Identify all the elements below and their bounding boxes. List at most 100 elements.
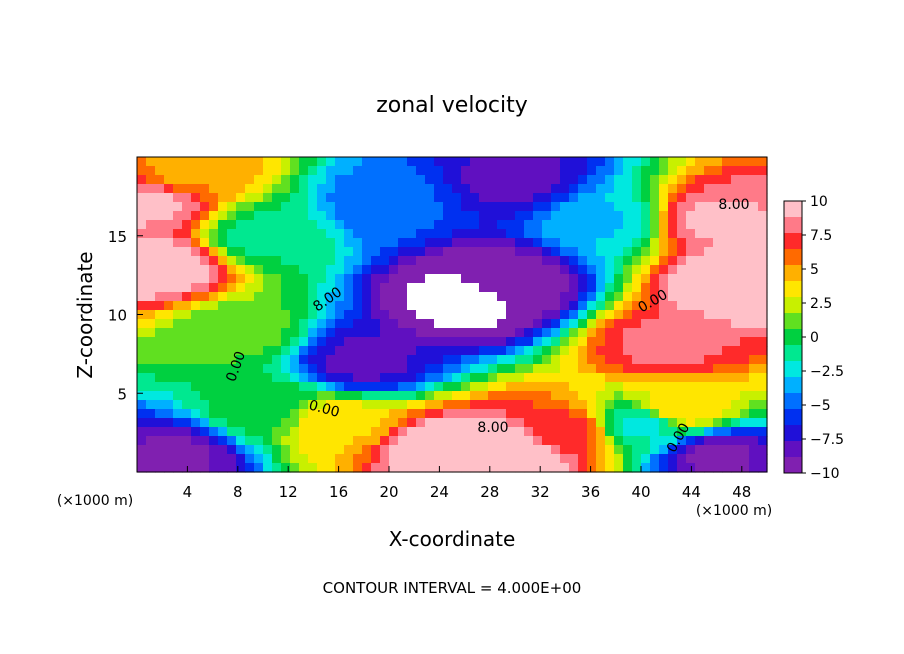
heatmap-cell	[182, 337, 192, 347]
heatmap-cell	[731, 454, 741, 464]
heatmap-cell	[335, 310, 345, 320]
heatmap-cell	[488, 463, 498, 473]
heatmap-cell	[299, 202, 309, 212]
heatmap-cell	[218, 319, 228, 329]
heatmap-cell	[182, 373, 192, 383]
heatmap-cell	[290, 238, 300, 248]
heatmap-cell	[614, 373, 624, 383]
heatmap-cell	[434, 166, 444, 176]
heatmap-cell	[578, 202, 588, 212]
heatmap-cell	[749, 454, 759, 464]
heatmap-cell	[470, 292, 480, 302]
heatmap-cell	[182, 355, 192, 365]
heatmap-field	[137, 157, 768, 473]
heatmap-cell	[452, 211, 462, 221]
heatmap-cell	[263, 256, 273, 266]
heatmap-cell	[749, 328, 759, 338]
heatmap-cell	[308, 256, 318, 266]
heatmap-cell	[308, 184, 318, 194]
heatmap-cell	[209, 409, 219, 419]
colorbar-swatch	[784, 217, 802, 234]
heatmap-cell	[164, 193, 174, 203]
heatmap-cell	[542, 391, 552, 401]
heatmap-cell	[641, 427, 651, 437]
heatmap-cell	[740, 337, 750, 347]
heatmap-cell	[227, 283, 237, 293]
heatmap-cell	[443, 436, 453, 446]
heatmap-cell	[623, 184, 633, 194]
heatmap-cell	[407, 184, 417, 194]
heatmap-cell	[749, 202, 759, 212]
heatmap-cell	[173, 373, 183, 383]
heatmap-cell	[146, 346, 156, 356]
heatmap-cell	[272, 292, 282, 302]
heatmap-cell	[641, 175, 651, 185]
heatmap-cell	[200, 346, 210, 356]
heatmap-cell	[596, 283, 606, 293]
heatmap-cell	[398, 463, 408, 473]
heatmap-cell	[155, 157, 165, 167]
heatmap-cell	[479, 229, 489, 239]
heatmap-cell	[650, 283, 660, 293]
heatmap-cell	[758, 166, 768, 176]
heatmap-cell	[488, 445, 498, 455]
heatmap-cell	[200, 211, 210, 221]
heatmap-cell	[353, 454, 363, 464]
heatmap-cell	[704, 283, 714, 293]
heatmap-cell	[146, 373, 156, 383]
heatmap-cell	[560, 454, 570, 464]
heatmap-cell	[380, 193, 390, 203]
heatmap-cell	[542, 337, 552, 347]
heatmap-cell	[191, 382, 201, 392]
heatmap-cell	[641, 193, 651, 203]
heatmap-cell	[308, 436, 318, 446]
heatmap-cell	[659, 256, 669, 266]
heatmap-cell	[353, 319, 363, 329]
heatmap-cell	[317, 265, 327, 275]
heatmap-cell	[155, 211, 165, 221]
heatmap-cell	[614, 418, 624, 428]
heatmap-cell	[632, 184, 642, 194]
heatmap-cell	[137, 445, 147, 455]
colorbar-swatch	[784, 441, 802, 458]
colorbar-swatch	[784, 457, 802, 474]
heatmap-cell	[740, 301, 750, 311]
heatmap-cell	[497, 211, 507, 221]
heatmap-cell	[596, 202, 606, 212]
heatmap-cell	[722, 202, 732, 212]
heatmap-cell	[425, 454, 435, 464]
heatmap-cell	[659, 292, 669, 302]
heatmap-cell	[641, 310, 651, 320]
heatmap-cell	[605, 247, 615, 257]
heatmap-cell	[452, 157, 462, 167]
heatmap-cell	[227, 310, 237, 320]
heatmap-cell	[263, 427, 273, 437]
heatmap-cell	[182, 409, 192, 419]
heatmap-cell	[371, 157, 381, 167]
heatmap-cell	[650, 256, 660, 266]
heatmap-cell	[587, 382, 597, 392]
heatmap-cell	[668, 157, 678, 167]
heatmap-cell	[641, 202, 651, 212]
heatmap-cell	[659, 310, 669, 320]
heatmap-cell	[371, 337, 381, 347]
heatmap-cell	[137, 364, 147, 374]
heatmap-cell	[578, 409, 588, 419]
heatmap-cell	[326, 436, 336, 446]
heatmap-cell	[479, 256, 489, 266]
heatmap-cell	[623, 220, 633, 230]
heatmap-cell	[218, 364, 228, 374]
heatmap-cell	[749, 418, 759, 428]
heatmap-cell	[479, 265, 489, 275]
heatmap-cell	[533, 220, 543, 230]
heatmap-cell	[605, 220, 615, 230]
heatmap-cell	[497, 436, 507, 446]
heatmap-cell	[722, 211, 732, 221]
heatmap-cell	[263, 346, 273, 356]
heatmap-cell	[722, 346, 732, 356]
heatmap-cell	[425, 238, 435, 248]
heatmap-cell	[308, 247, 318, 257]
heatmap-cell	[443, 373, 453, 383]
heatmap-cell	[245, 319, 255, 329]
heatmap-cell	[569, 229, 579, 239]
